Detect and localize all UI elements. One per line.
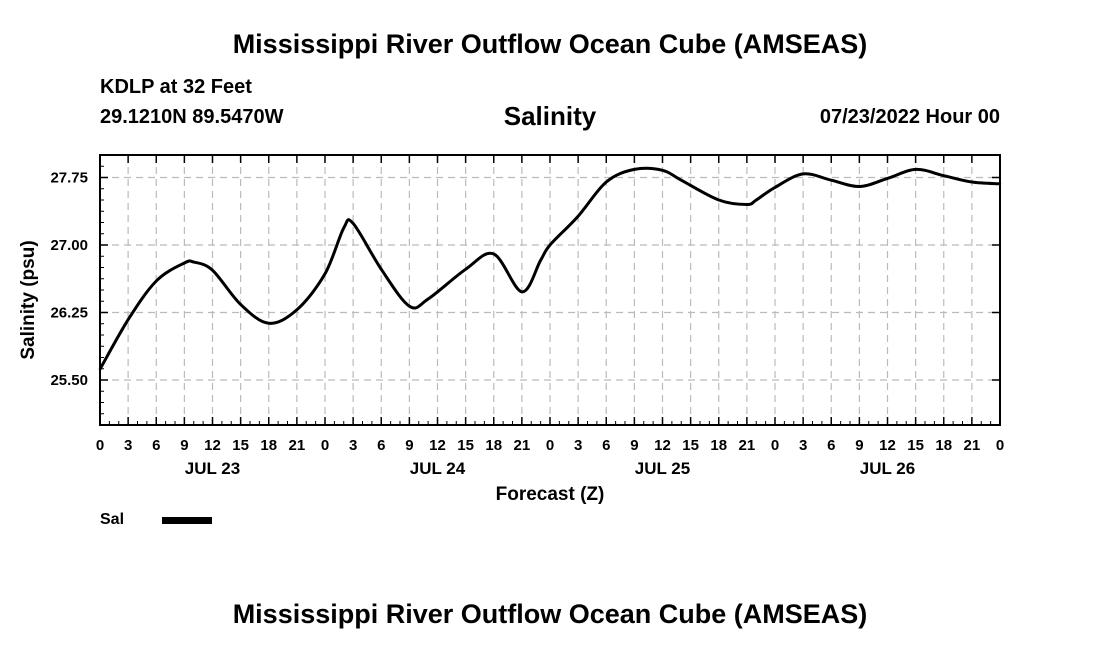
x-tick-label: 9 xyxy=(180,437,188,454)
chart-title-bottom: Mississippi River Outflow Ocean Cube (AM… xyxy=(232,599,868,629)
x-tick-label: 6 xyxy=(377,437,385,454)
grid-layer xyxy=(100,155,1000,425)
legend-swatch xyxy=(162,517,212,524)
data-point xyxy=(858,185,861,188)
data-point xyxy=(126,318,130,321)
day-label: JUL 24 xyxy=(410,459,466,478)
x-tick-label: 15 xyxy=(232,437,249,454)
data-point xyxy=(323,272,327,275)
legend-label: Sal xyxy=(100,511,125,528)
station-name: KDLP at 32 Feet xyxy=(100,76,252,98)
data-point xyxy=(380,268,383,271)
x-tick-label: 6 xyxy=(152,437,160,454)
data-point xyxy=(239,303,242,306)
x-tick-label: 0 xyxy=(996,437,1004,454)
data-point xyxy=(464,268,467,271)
x-tick-label: 12 xyxy=(879,437,896,454)
x-tick-label: 21 xyxy=(739,437,756,454)
data-point xyxy=(717,198,720,202)
data-point xyxy=(426,297,430,301)
data-point xyxy=(539,259,542,262)
x-tick-label: 6 xyxy=(602,437,610,454)
data-point xyxy=(886,177,889,180)
data-point xyxy=(183,261,186,265)
x-tick-label: 18 xyxy=(485,437,502,454)
data-point xyxy=(492,252,495,256)
y-tick-label: 27.75 xyxy=(50,170,88,187)
ticks-layer xyxy=(99,155,1001,425)
x-tick-label: 15 xyxy=(907,437,924,454)
data-point xyxy=(773,186,777,189)
day-label: JUL 23 xyxy=(185,459,240,478)
data-point xyxy=(351,222,355,225)
x-tick-label: 21 xyxy=(514,437,531,454)
x-tick-label: 18 xyxy=(710,437,727,454)
x-tick-label: 12 xyxy=(654,437,671,454)
data-point xyxy=(830,179,833,182)
data-point xyxy=(605,180,608,184)
data-point xyxy=(267,322,270,325)
chart-title-top: Mississippi River Outflow Ocean Cube (AM… xyxy=(232,29,868,59)
data-point xyxy=(295,308,299,311)
x-tick-label: 3 xyxy=(574,437,582,454)
x-tick-label: 3 xyxy=(799,437,807,454)
x-tick-label: 15 xyxy=(682,437,699,454)
day-label: JUL 26 xyxy=(860,459,915,478)
data-point xyxy=(576,215,580,218)
labels-layer: 0 3 6 9 12 15 18 21 0 3 6 9 12 15 18 21 0 3 6 9 12 15 18 21 0 3 6 9… xyxy=(18,170,1004,506)
x-tick-label: 9 xyxy=(630,437,638,454)
data-point xyxy=(745,203,749,206)
x-tick-label: 0 xyxy=(96,437,104,454)
data-point xyxy=(520,290,524,293)
x-tick-label: 3 xyxy=(124,437,132,454)
y-axis-title: Salinity (psu) xyxy=(18,240,39,359)
variable-title: Salinity xyxy=(503,101,597,131)
data-point xyxy=(942,174,945,177)
data-point xyxy=(155,279,158,283)
station-coordinates: 29.1210N 89.5470W xyxy=(100,106,284,128)
x-tick-label: 21 xyxy=(289,437,306,454)
data-point xyxy=(548,243,552,247)
y-tick-label: 27.00 xyxy=(50,237,88,254)
data-point xyxy=(755,198,758,202)
data-point xyxy=(801,172,805,176)
x-tick-label: 3 xyxy=(349,437,357,454)
x-tick-label: 18 xyxy=(260,437,277,454)
x-tick-label: 0 xyxy=(546,437,554,454)
data-point xyxy=(661,169,664,172)
x-tick-label: 6 xyxy=(827,437,835,454)
data-point xyxy=(970,180,974,184)
data-point xyxy=(914,168,917,171)
x-tick-label: 0 xyxy=(771,437,779,454)
data-point xyxy=(408,305,411,308)
x-tick-label: 9 xyxy=(855,437,863,454)
data-point xyxy=(342,226,345,230)
data-point xyxy=(211,269,214,272)
x-tick-label: 0 xyxy=(321,437,329,454)
y-tick-label: 26.25 xyxy=(50,305,88,322)
data-point xyxy=(192,260,195,264)
series-layer xyxy=(98,166,1002,371)
x-tick-label: 15 xyxy=(457,437,474,454)
valid-time: 07/23/2022 Hour 00 xyxy=(819,106,1000,128)
x-tick-label: 12 xyxy=(204,437,221,454)
x-tick-label: 12 xyxy=(429,437,446,454)
x-tick-label: 9 xyxy=(405,437,413,454)
x-tick-label: 21 xyxy=(964,437,981,454)
data-point xyxy=(633,168,636,171)
day-label: JUL 25 xyxy=(635,459,690,478)
y-tick-label: 25.50 xyxy=(50,372,88,389)
x-axis-title: Forecast (Z) xyxy=(496,484,605,505)
data-point xyxy=(680,179,683,182)
x-tick-label: 18 xyxy=(935,437,952,454)
